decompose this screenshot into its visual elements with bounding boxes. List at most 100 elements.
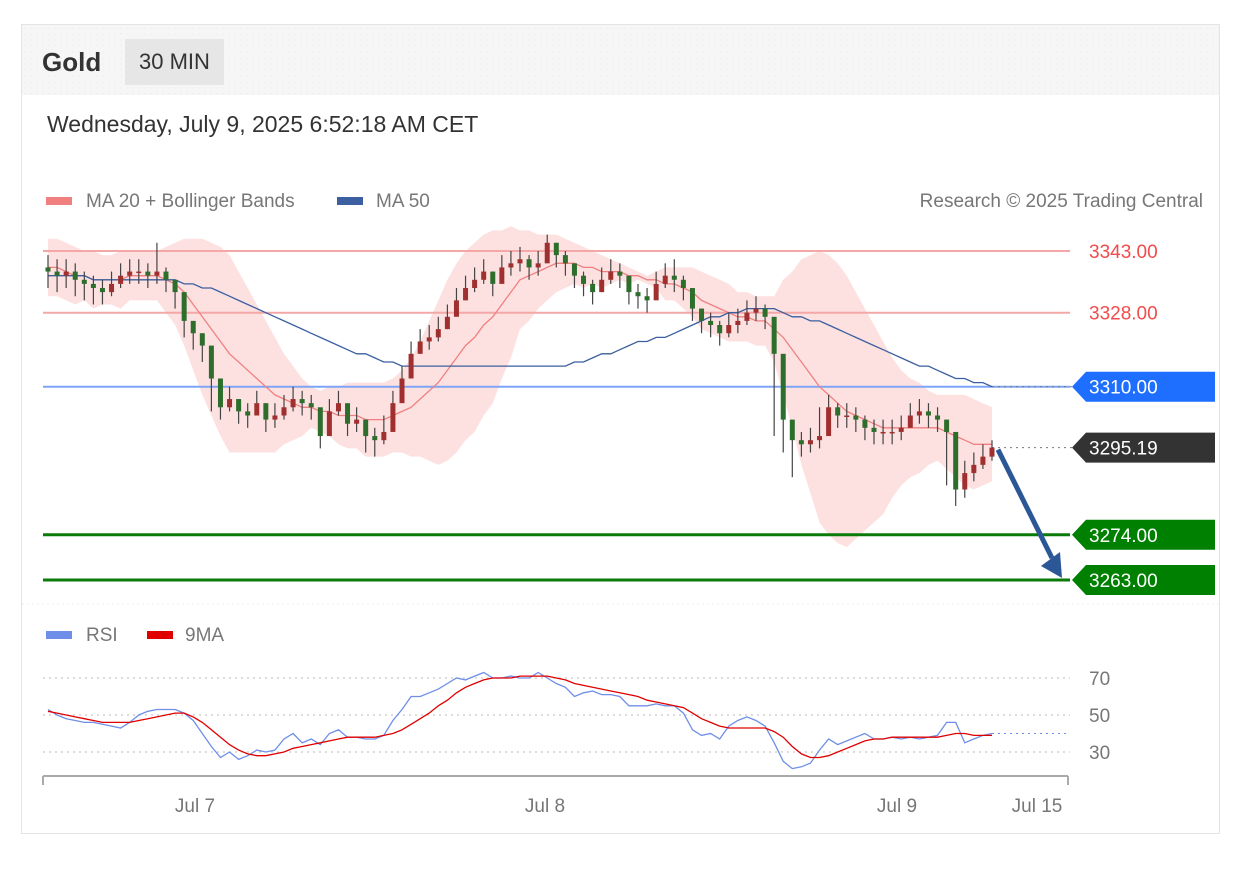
candle [45,255,51,289]
candle [72,263,78,297]
candle [245,403,251,428]
candle-body [308,403,314,408]
candle [499,255,505,284]
current-price-tag [1072,432,1215,463]
candle [953,431,959,506]
candle-body [798,440,804,445]
candle [735,308,741,334]
candle [762,304,768,330]
candle-body [236,399,242,412]
candle [699,308,705,334]
rsi-legend-swatch [46,631,72,639]
candle [508,251,514,276]
candle [789,419,795,478]
candle [272,403,278,428]
candle-body [435,329,441,338]
rsi-ma-line [47,675,992,759]
candle-body [245,411,251,416]
candle [426,325,432,350]
candle-body [254,403,260,416]
candle [54,259,60,293]
candle-body [317,407,323,437]
candle [717,320,723,346]
candle-body [326,411,332,437]
candle [136,259,142,284]
candle [708,312,714,338]
forecast-arrow-shaft [995,448,1055,560]
candle [127,259,133,284]
candle [217,378,223,420]
candle [435,316,441,342]
candle-body [735,320,741,326]
candle [880,419,886,445]
timeframe-button[interactable]: 30 MIN [125,39,224,85]
candle-body [154,271,160,276]
candle [617,263,623,289]
candle-body [399,378,405,404]
candle-body [499,267,505,284]
x-axis: Jul 7 Jul 8 Jul 9 Jul 15 [42,775,1069,817]
candle [227,386,233,412]
candle [145,263,151,289]
candle [163,267,169,293]
candle [562,251,568,276]
candle-body [835,407,841,416]
candle-body [599,279,605,293]
candle [744,300,750,326]
forecast-arrow [995,448,1062,578]
candle [109,271,115,297]
candle [726,312,732,338]
candle-body [871,427,877,432]
candle [526,255,532,280]
candle-body [345,403,351,424]
candle-body [118,275,124,284]
candle [236,399,242,424]
candle [644,288,650,313]
candle-body [807,440,813,445]
candle [807,427,813,453]
support-label: 3274.00 [1089,526,1158,547]
support-label: 3263.00 [1089,571,1158,592]
candle-body [680,279,686,289]
candle [889,419,895,445]
candle [817,407,823,449]
candle [381,415,387,445]
candle-body [662,275,668,284]
candle-body [562,255,568,264]
candle [481,259,487,284]
candle [635,283,641,309]
candle-body [408,353,414,379]
candle-body [880,431,886,434]
x-tick-label: Jul 8 [525,796,565,817]
candle [590,279,596,305]
candle [907,403,913,428]
candle-body [635,292,641,297]
candle [254,390,260,416]
candle-body [199,333,205,346]
candle [417,329,423,354]
candle [844,403,850,428]
candle-body [426,337,432,342]
candle [662,263,668,289]
candle-body [190,320,196,334]
candle [154,242,160,284]
candle [281,394,287,420]
ma20-line [48,262,992,445]
candle [99,279,105,305]
level-tag-support [1072,565,1215,595]
candle [299,390,305,416]
candle [453,288,459,317]
candle-body [753,308,759,313]
candle-body [517,259,523,264]
copyright-text: Research © 2025 Trading Central [920,191,1203,212]
candle-body [136,271,142,274]
candle-body [953,431,959,490]
candle-body [81,279,87,284]
candle [689,288,695,321]
rsi-tick-label: 30 [1089,743,1110,764]
candle-body [99,288,105,293]
candle [944,419,950,486]
candle-body [381,431,387,441]
candle [463,275,469,301]
moving-averages [48,262,993,445]
